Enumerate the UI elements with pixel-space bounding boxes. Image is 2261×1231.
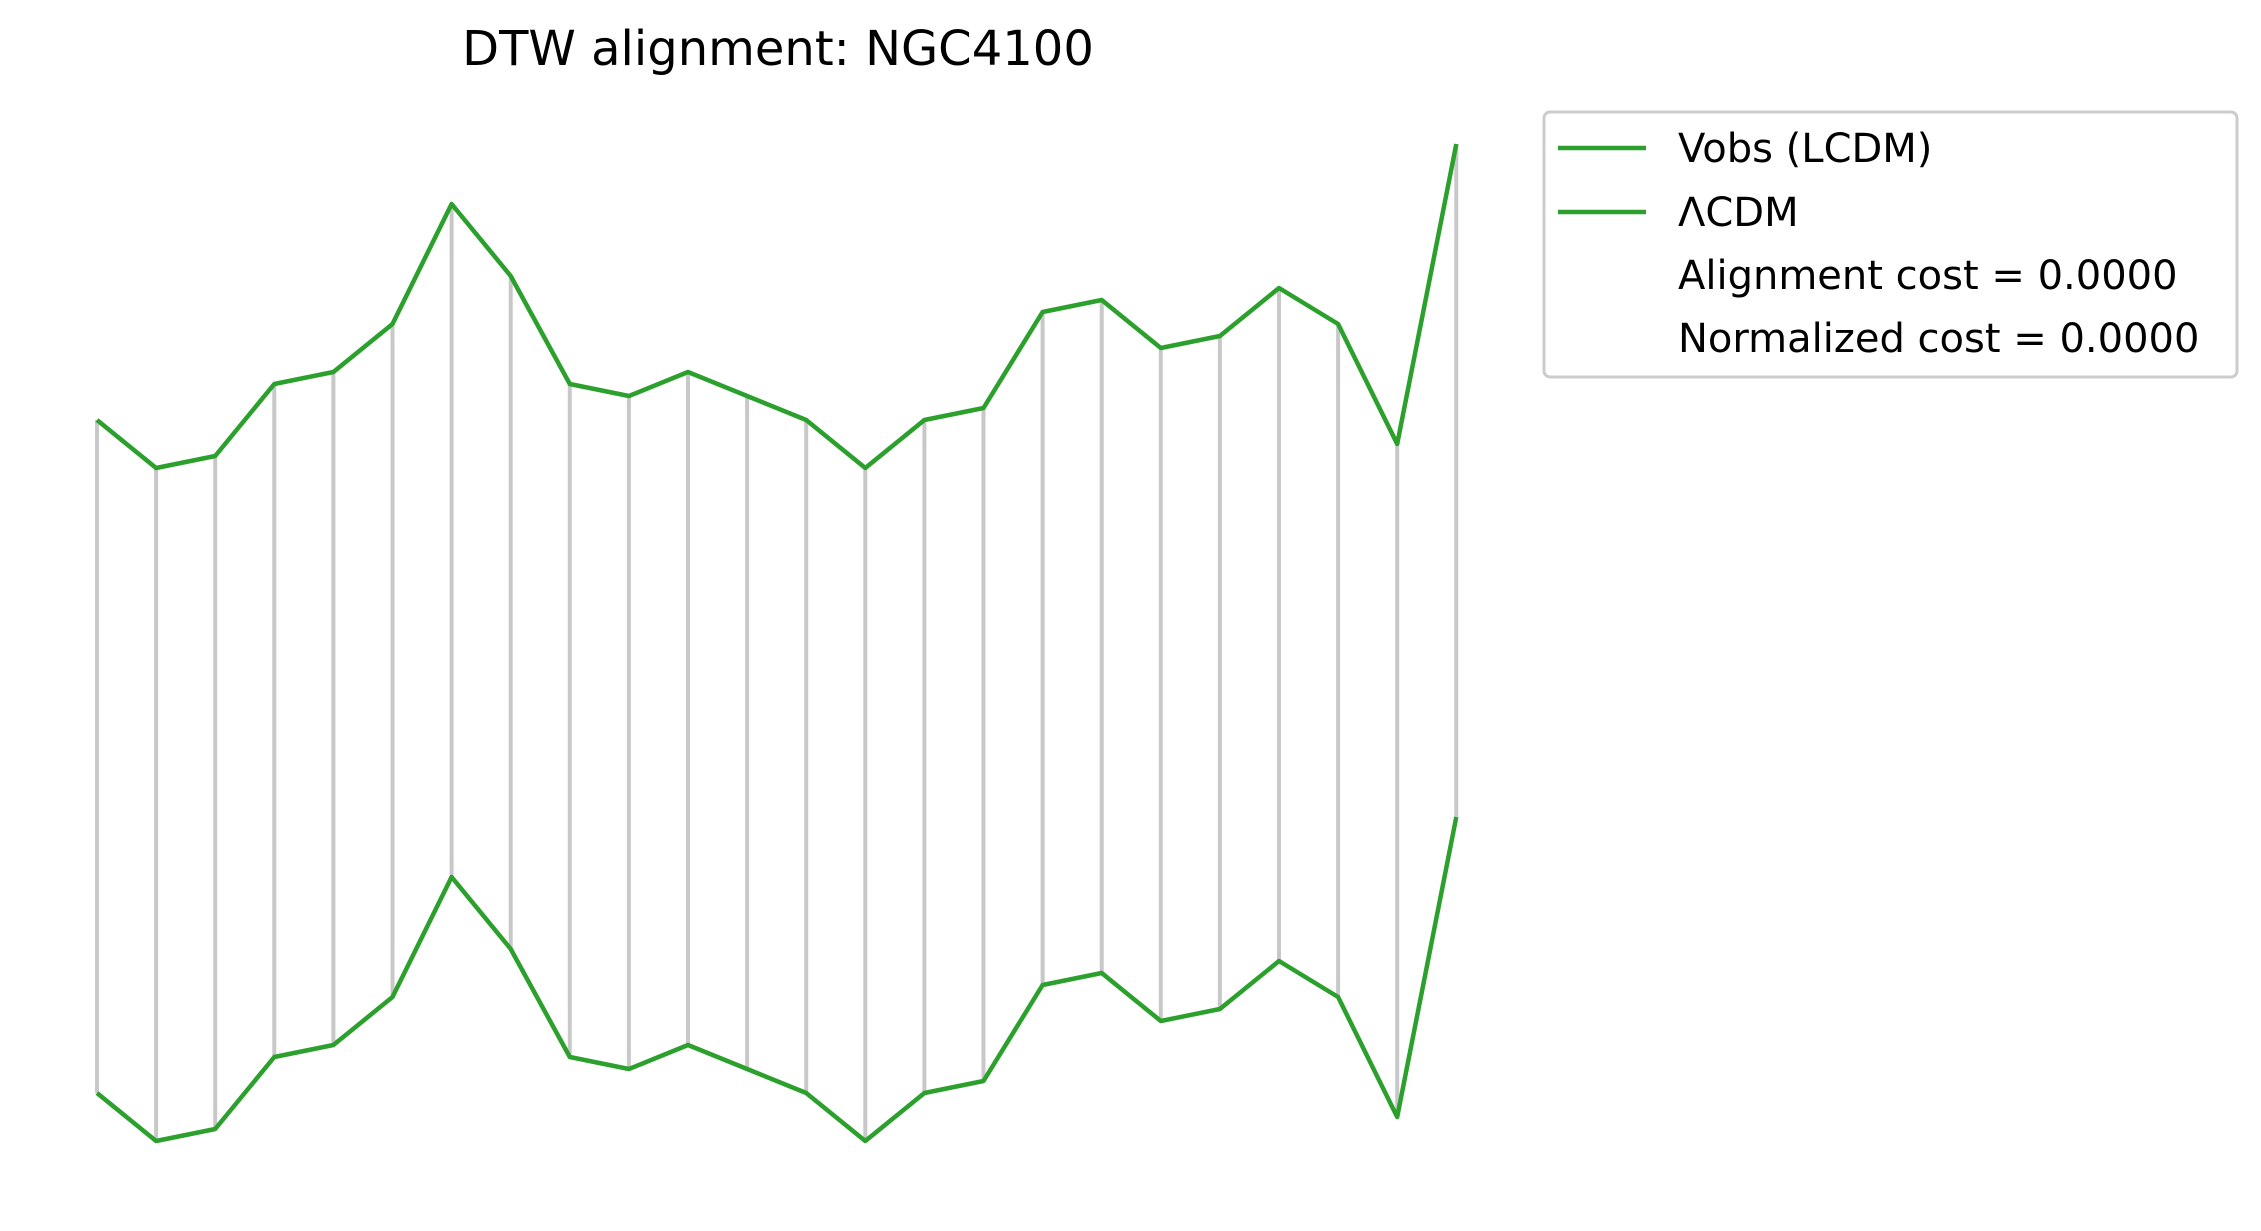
legend-normalized-cost: Normalized cost = 0.0000	[1678, 316, 2199, 362]
alignment-connectors	[95, 144, 1459, 1141]
legend-label-lcdm: ΛCDM	[1678, 190, 1799, 236]
legend-label-vobs: Vobs (LCDM)	[1678, 126, 1932, 172]
chart-title: DTW alignment: NGC4100	[462, 21, 1094, 77]
legend-frame	[1542, 110, 2239, 379]
series-lines	[95, 143, 1459, 1144]
series-line-vobs	[95, 143, 1459, 471]
series-line-lcdm	[95, 816, 1459, 1144]
legend-alignment-cost: Alignment cost = 0.0000	[1678, 253, 2178, 299]
legend: Vobs (LCDM) ΛCDM Alignment cost = 0.0000…	[1542, 110, 2239, 379]
